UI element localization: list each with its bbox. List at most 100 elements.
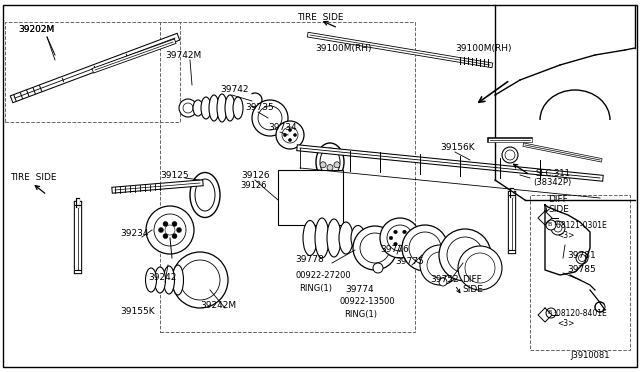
Ellipse shape <box>193 100 203 116</box>
Circle shape <box>172 234 177 238</box>
Circle shape <box>360 233 390 263</box>
Circle shape <box>409 232 441 264</box>
Text: DIFF: DIFF <box>548 196 568 205</box>
Circle shape <box>146 206 194 254</box>
Circle shape <box>320 162 326 168</box>
Circle shape <box>180 260 220 300</box>
Bar <box>160 22 415 332</box>
Text: <3>: <3> <box>557 231 574 240</box>
Circle shape <box>334 162 340 168</box>
Bar <box>278 170 343 225</box>
Text: SEC.311: SEC.311 <box>535 169 570 177</box>
Circle shape <box>252 100 288 136</box>
Circle shape <box>258 106 282 130</box>
Text: DIFF: DIFF <box>462 276 482 285</box>
Text: 39126: 39126 <box>240 180 266 189</box>
Text: 00922-13500: 00922-13500 <box>340 298 396 307</box>
Text: RING(1): RING(1) <box>344 310 377 318</box>
Ellipse shape <box>163 266 175 294</box>
Text: 39734: 39734 <box>268 122 296 131</box>
Circle shape <box>389 236 393 240</box>
Text: 39156K: 39156K <box>440 144 475 153</box>
Circle shape <box>289 138 291 141</box>
Text: 39752: 39752 <box>430 276 459 285</box>
Circle shape <box>505 150 515 160</box>
Circle shape <box>595 302 605 312</box>
Circle shape <box>403 230 406 234</box>
Circle shape <box>576 252 588 264</box>
Circle shape <box>394 242 397 246</box>
Text: 39778: 39778 <box>295 256 324 264</box>
Circle shape <box>465 253 495 283</box>
Circle shape <box>579 254 586 262</box>
Circle shape <box>403 242 406 246</box>
Circle shape <box>289 128 291 131</box>
Bar <box>5 22 180 122</box>
Ellipse shape <box>195 179 215 211</box>
Circle shape <box>276 121 304 149</box>
Text: TIRE  SIDE: TIRE SIDE <box>297 13 344 22</box>
Circle shape <box>439 229 491 281</box>
Circle shape <box>177 228 182 232</box>
Circle shape <box>294 134 296 137</box>
Text: B: B <box>547 311 551 315</box>
Circle shape <box>420 245 460 285</box>
Circle shape <box>353 226 397 270</box>
Circle shape <box>387 225 413 251</box>
Text: J3910081: J3910081 <box>570 350 609 359</box>
Ellipse shape <box>201 97 211 119</box>
Circle shape <box>172 221 177 227</box>
Circle shape <box>427 252 453 278</box>
Ellipse shape <box>154 267 166 293</box>
Text: 39242: 39242 <box>148 273 177 282</box>
Circle shape <box>554 224 562 232</box>
Circle shape <box>163 221 168 227</box>
Circle shape <box>439 278 447 286</box>
Text: 39202M: 39202M <box>18 26 54 35</box>
Ellipse shape <box>145 268 157 292</box>
Circle shape <box>165 225 175 235</box>
Text: 39742: 39742 <box>220 86 248 94</box>
Text: B: B <box>547 222 551 228</box>
Text: 39735: 39735 <box>245 103 274 112</box>
Circle shape <box>402 225 448 271</box>
Text: ¹08121-0301E: ¹08121-0301E <box>553 221 607 230</box>
Text: (38342P): (38342P) <box>533 179 572 187</box>
Text: 39125: 39125 <box>160 170 189 180</box>
Ellipse shape <box>320 148 340 176</box>
Text: 39155K: 39155K <box>120 308 155 317</box>
Text: 39234: 39234 <box>120 228 148 237</box>
Circle shape <box>447 237 483 273</box>
Circle shape <box>154 214 186 246</box>
Text: 39100M(RH): 39100M(RH) <box>315 44 371 52</box>
Text: SIDE: SIDE <box>462 285 483 295</box>
Circle shape <box>172 252 228 308</box>
Circle shape <box>373 263 383 273</box>
Ellipse shape <box>225 95 235 121</box>
Text: 00922-27200: 00922-27200 <box>295 272 351 280</box>
Ellipse shape <box>339 222 353 254</box>
Text: 39785: 39785 <box>567 266 596 275</box>
Ellipse shape <box>303 221 317 256</box>
Text: TIRE  SIDE: TIRE SIDE <box>10 173 56 183</box>
Text: 39202M: 39202M <box>18 26 54 35</box>
Text: 39781: 39781 <box>567 250 596 260</box>
Ellipse shape <box>233 97 243 119</box>
Text: 39742M: 39742M <box>165 51 201 60</box>
Circle shape <box>502 147 518 163</box>
Circle shape <box>284 134 287 137</box>
Circle shape <box>407 236 411 240</box>
Ellipse shape <box>217 94 227 122</box>
Circle shape <box>159 228 163 232</box>
Ellipse shape <box>209 95 219 121</box>
Ellipse shape <box>351 225 365 250</box>
Ellipse shape <box>173 265 184 295</box>
Circle shape <box>179 99 197 117</box>
Bar <box>530 195 630 350</box>
Circle shape <box>394 230 397 234</box>
Text: 39776: 39776 <box>380 246 409 254</box>
Ellipse shape <box>327 219 341 257</box>
Circle shape <box>380 218 420 258</box>
Text: 39100M(RH): 39100M(RH) <box>455 44 511 52</box>
Circle shape <box>163 234 168 238</box>
